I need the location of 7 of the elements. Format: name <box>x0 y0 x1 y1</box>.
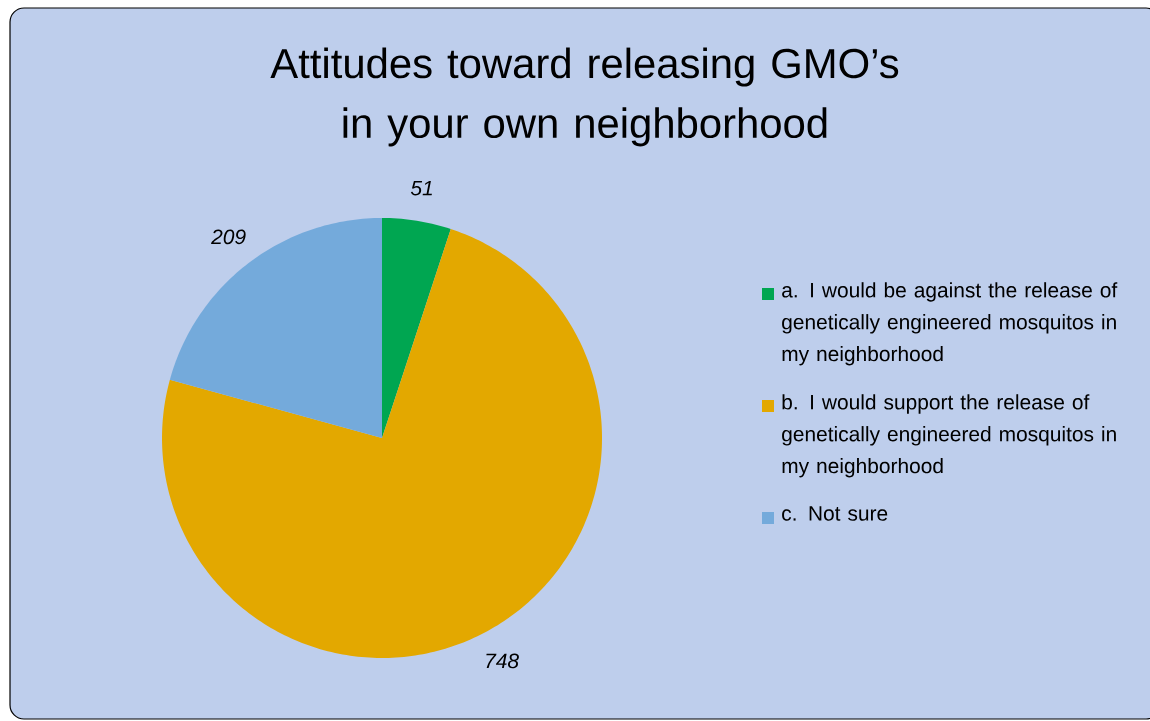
legend-label: a. I would be against the release of genetically engineered mosquitos in my neighborhood <box>782 282 1118 366</box>
data-label: 748 <box>486 653 519 669</box>
legend-label: b. I would support the release of genetically engineered mosquitos in my neighborhood <box>782 394 1116 478</box>
data-label: 51 <box>410 180 432 196</box>
chart-title: Attitudes toward releasing GMO’s in your own neighborhood <box>270 47 899 147</box>
legend-label: c. Not sure <box>782 506 888 521</box>
data-label: 209 <box>211 229 246 245</box>
